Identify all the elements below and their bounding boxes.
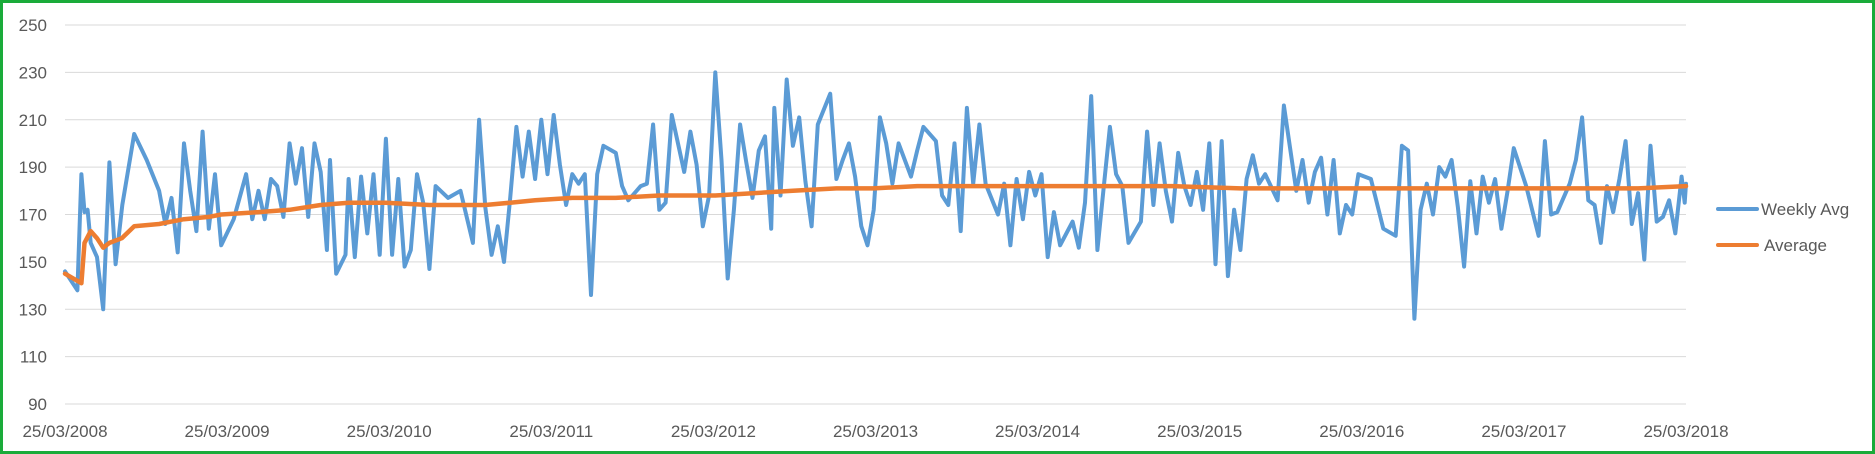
y-tick-label: 90 xyxy=(28,395,47,414)
series-line-weekly-avg xyxy=(63,70,1688,321)
y-tick-label: 130 xyxy=(19,300,47,319)
x-tick-label: 25/03/2012 xyxy=(671,422,756,441)
series-lines xyxy=(62,70,1689,321)
x-tick-label: 25/03/2015 xyxy=(1157,422,1242,441)
y-tick-label: 210 xyxy=(19,111,47,130)
x-tick-label: 25/03/2017 xyxy=(1481,422,1566,441)
legend-label-average: Average xyxy=(1764,236,1827,255)
y-axis-tick-labels: 90 110 130 150 170 190 210 230 250 xyxy=(19,16,47,414)
y-tick-label: 230 xyxy=(19,63,47,82)
x-tick-label: 25/03/2018 xyxy=(1643,422,1728,441)
legend: Weekly Avg Average xyxy=(1716,200,1849,255)
legend-label-weekly-avg: Weekly Avg xyxy=(1761,200,1849,219)
legend-item-weekly-avg: Weekly Avg xyxy=(1716,200,1849,219)
x-axis-tick-labels: 25/03/2008 25/03/2009 25/03/2010 25/03/2011… xyxy=(22,422,1728,441)
x-tick-label: 25/03/2013 xyxy=(833,422,918,441)
y-tick-label: 190 xyxy=(19,158,47,177)
x-tick-label: 25/03/2008 xyxy=(22,422,107,441)
y-tick-label: 250 xyxy=(19,16,47,35)
x-tick-label: 25/03/2010 xyxy=(347,422,432,441)
x-tick-label: 25/03/2009 xyxy=(185,422,270,441)
legend-item-average: Average xyxy=(1716,236,1827,255)
x-tick-label: 25/03/2016 xyxy=(1319,422,1404,441)
y-tick-label: 150 xyxy=(19,253,47,272)
x-tick-label: 25/03/2014 xyxy=(995,422,1080,441)
y-tick-label: 110 xyxy=(20,348,47,367)
series-line-average xyxy=(62,183,1689,286)
y-tick-label: 170 xyxy=(19,206,47,225)
x-tick-label: 25/03/2011 xyxy=(509,422,593,441)
